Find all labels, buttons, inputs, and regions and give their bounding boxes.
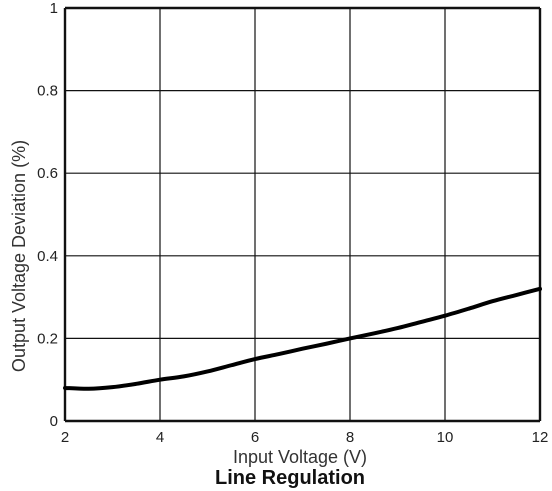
y-tick-label: 0.4 bbox=[37, 248, 58, 265]
x-tick-label: 4 bbox=[156, 429, 164, 446]
x-tick-label: 8 bbox=[346, 429, 354, 446]
chart-title: Line Regulation bbox=[215, 467, 365, 489]
x-axis-title: Input Voltage (V) bbox=[233, 447, 367, 467]
y-tick-label: 0.2 bbox=[37, 330, 58, 347]
tick-layer: 2 4 6 8 10 12 0 0.2 0.4 0.6 0.8 1 bbox=[37, 0, 548, 446]
y-tick-label: 0 bbox=[50, 413, 58, 430]
y-axis-title: Output Voltage Deviation (%) bbox=[9, 140, 29, 372]
y-tick-label: 0.8 bbox=[37, 83, 58, 100]
x-tick-label: 6 bbox=[251, 429, 259, 446]
series-line bbox=[63, 286, 542, 391]
series-layer bbox=[63, 286, 542, 391]
x-tick-label: 10 bbox=[437, 429, 454, 446]
y-tick-label: 1 bbox=[50, 0, 58, 17]
y-tick-label: 0.6 bbox=[37, 165, 58, 182]
x-tick-label: 12 bbox=[532, 429, 549, 446]
x-tick-label: 2 bbox=[61, 429, 69, 446]
grid-layer bbox=[63, 6, 542, 423]
